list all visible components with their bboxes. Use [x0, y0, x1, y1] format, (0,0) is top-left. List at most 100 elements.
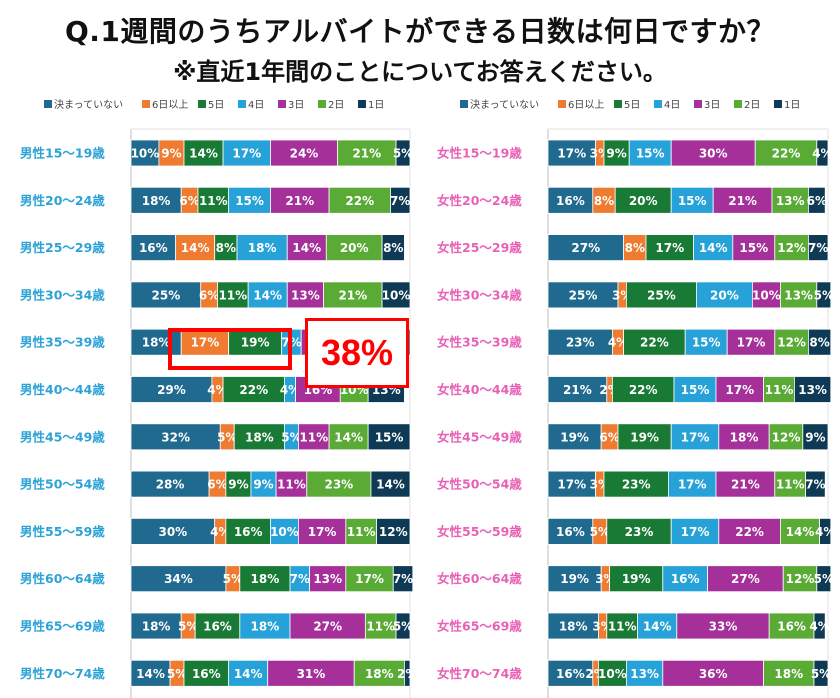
category-label: 女性45～49歳 [437, 429, 522, 444]
data-label: 15% [235, 194, 264, 208]
bar-segment [376, 518, 411, 545]
data-label: 14% [181, 241, 210, 255]
data-label: 17% [678, 478, 707, 492]
legend-swatch [558, 100, 566, 108]
bar-segment [547, 612, 599, 640]
bar-segment [309, 565, 347, 593]
bar-segment [816, 565, 832, 593]
data-label: 21% [352, 147, 381, 161]
bar-segment [752, 281, 781, 309]
data-label: 9% [805, 430, 825, 444]
data-label: 8% [383, 241, 403, 255]
bar-segment [626, 659, 664, 687]
bar-segment [670, 423, 720, 451]
bar-segment [614, 186, 672, 214]
category-label: 男性15～19歳 [20, 146, 105, 161]
data-label: 18% [774, 667, 803, 681]
legend-label: 6日以上 [568, 99, 604, 111]
bar-segment [175, 234, 216, 262]
bar-segment [673, 376, 717, 403]
data-label: 17% [655, 241, 684, 255]
bar-segment [547, 234, 624, 262]
data-label: 19% [622, 572, 651, 586]
data-label: 17% [557, 478, 586, 492]
bar-segment [598, 659, 627, 687]
data-label: 17% [232, 147, 261, 161]
bar-segment [130, 281, 202, 309]
legend-swatch [44, 100, 52, 108]
bar-segment [130, 565, 227, 593]
bar-segment [395, 612, 411, 640]
data-label: 17% [737, 336, 766, 350]
data-label: 10% [131, 147, 160, 161]
data-label: 7% [808, 241, 828, 255]
data-label: 14% [292, 241, 321, 255]
bar-segment [328, 423, 369, 451]
bar-segment [183, 659, 230, 687]
bar-segment [771, 186, 809, 214]
bar-segment [286, 234, 327, 262]
bar-segment [228, 186, 271, 214]
category-label: 男性50～54歳 [20, 477, 105, 492]
bar-segment [718, 518, 781, 545]
category-label: 男性40～44歳 [20, 382, 105, 397]
category-label: 女性55～59歳 [437, 524, 522, 539]
data-label: 16% [234, 525, 263, 539]
data-label: 11% [277, 478, 306, 492]
data-label: 16% [777, 620, 806, 634]
bar-segment [816, 281, 832, 309]
legend-label: 6日以上 [152, 99, 188, 111]
data-label: 23% [622, 478, 651, 492]
bar-segment [306, 470, 372, 498]
data-label: 4% [809, 620, 829, 634]
data-label: 27% [731, 572, 760, 586]
category-label: 男性20～24歳 [20, 193, 105, 208]
legend-swatch [142, 100, 150, 108]
category-label: 女性70～74歳 [437, 666, 522, 681]
legend-swatch [238, 100, 246, 108]
data-label: 25% [569, 288, 598, 302]
data-label: 13% [630, 667, 659, 681]
bar-segment [180, 328, 230, 356]
data-label: 5% [281, 430, 301, 444]
data-label: 17% [681, 430, 710, 444]
bar-segment [808, 234, 829, 262]
data-label: 14% [643, 620, 672, 634]
data-label: 33% [709, 620, 738, 634]
data-label: 12% [777, 336, 806, 350]
data-label: 20% [629, 194, 658, 208]
data-label: 16% [556, 667, 585, 681]
legend-label: 決まっていない [54, 99, 123, 111]
data-label: 22% [772, 147, 801, 161]
data-label: 11% [366, 620, 395, 634]
legend-male: 決まっていない 6日以上 5日 4日 3日 2日 1日 [44, 99, 384, 111]
data-label: 9% [253, 478, 273, 492]
data-label: 18% [245, 430, 274, 444]
data-label: 14% [699, 241, 728, 255]
category-label: 男性45～49歳 [20, 429, 105, 444]
bar-segment [805, 470, 826, 498]
bar-segment [194, 612, 241, 640]
data-label: 22% [735, 525, 764, 539]
data-label: 11% [776, 478, 805, 492]
data-label: 14% [786, 525, 815, 539]
data-label: 13% [784, 288, 813, 302]
data-label: 17% [308, 525, 337, 539]
data-label: 11% [299, 430, 328, 444]
bar-segment [392, 565, 414, 593]
data-label: 23% [566, 336, 595, 350]
data-label: 5% [167, 667, 187, 681]
bar-segment [239, 565, 291, 593]
bar-segment [802, 423, 829, 451]
bar-segment [225, 518, 271, 545]
legend-label: 決まっていない [470, 99, 539, 111]
legend-label: 3日 [704, 100, 720, 111]
data-label: 6% [207, 478, 227, 492]
data-label: 18% [251, 620, 280, 634]
data-label: 5% [393, 147, 413, 161]
data-label: 23% [324, 478, 353, 492]
data-label: 16% [139, 241, 168, 255]
legend-female: 決まっていない 6日以上 5日 4日 3日 2日 1日 [460, 99, 800, 111]
